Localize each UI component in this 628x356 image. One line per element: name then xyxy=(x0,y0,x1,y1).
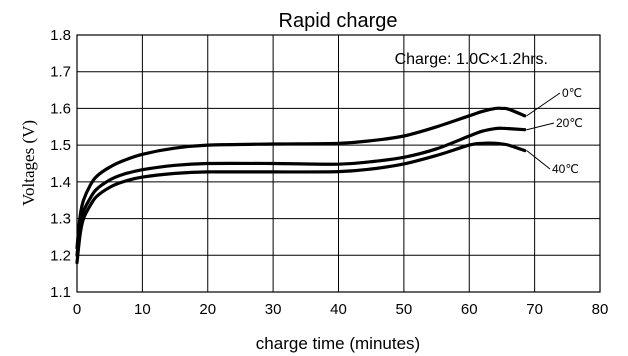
x-tick-label: 80 xyxy=(592,301,609,318)
x-tick-label: 0 xyxy=(73,301,81,318)
series-leader-line xyxy=(526,150,551,170)
series-label: 20℃ xyxy=(556,116,583,130)
series-line xyxy=(75,141,527,265)
y-axis-label: Voltages (V) xyxy=(19,120,38,206)
x-tick-label: 30 xyxy=(265,301,282,318)
series-label-leaders xyxy=(526,92,561,170)
y-tick-label: 1.6 xyxy=(50,100,71,117)
series-leader-line xyxy=(526,122,555,131)
series-line xyxy=(75,126,527,257)
x-axis-label: charge time (minutes) xyxy=(256,334,420,353)
y-tick-label: 1.2 xyxy=(50,247,71,264)
x-tick-label: 10 xyxy=(134,301,151,318)
y-tick-label: 1.4 xyxy=(50,174,71,191)
charge-condition-annotation: Charge: 1.0C×1.2hrs. xyxy=(395,51,548,68)
series-labels: 0℃ 20℃ 40℃ xyxy=(552,86,583,176)
y-tick-label: 1.8 xyxy=(50,27,71,44)
tick-labels: 0 10 20 30 40 50 60 70 80 1.1 1.2 1.3 1.4 1.5 1.6 1.7 1.… xyxy=(50,27,608,318)
series-leader-line xyxy=(526,92,561,117)
chart-title: Rapid charge xyxy=(279,10,398,32)
series-label: 40℃ xyxy=(552,162,579,176)
series-line xyxy=(75,106,527,250)
x-tick-label: 70 xyxy=(526,301,543,318)
series-lines xyxy=(75,106,527,265)
x-tick-label: 40 xyxy=(330,301,347,318)
plot-frame xyxy=(76,34,601,293)
x-tick-label: 20 xyxy=(199,301,216,318)
y-tick-label: 1.7 xyxy=(50,64,71,81)
series-label: 0℃ xyxy=(562,86,582,100)
y-tick-label: 1.5 xyxy=(50,137,71,154)
x-tick-label: 50 xyxy=(396,301,413,318)
x-tick-label: 60 xyxy=(461,301,478,318)
y-tick-label: 1.3 xyxy=(50,211,71,228)
y-tick-label: 1.1 xyxy=(50,284,71,301)
